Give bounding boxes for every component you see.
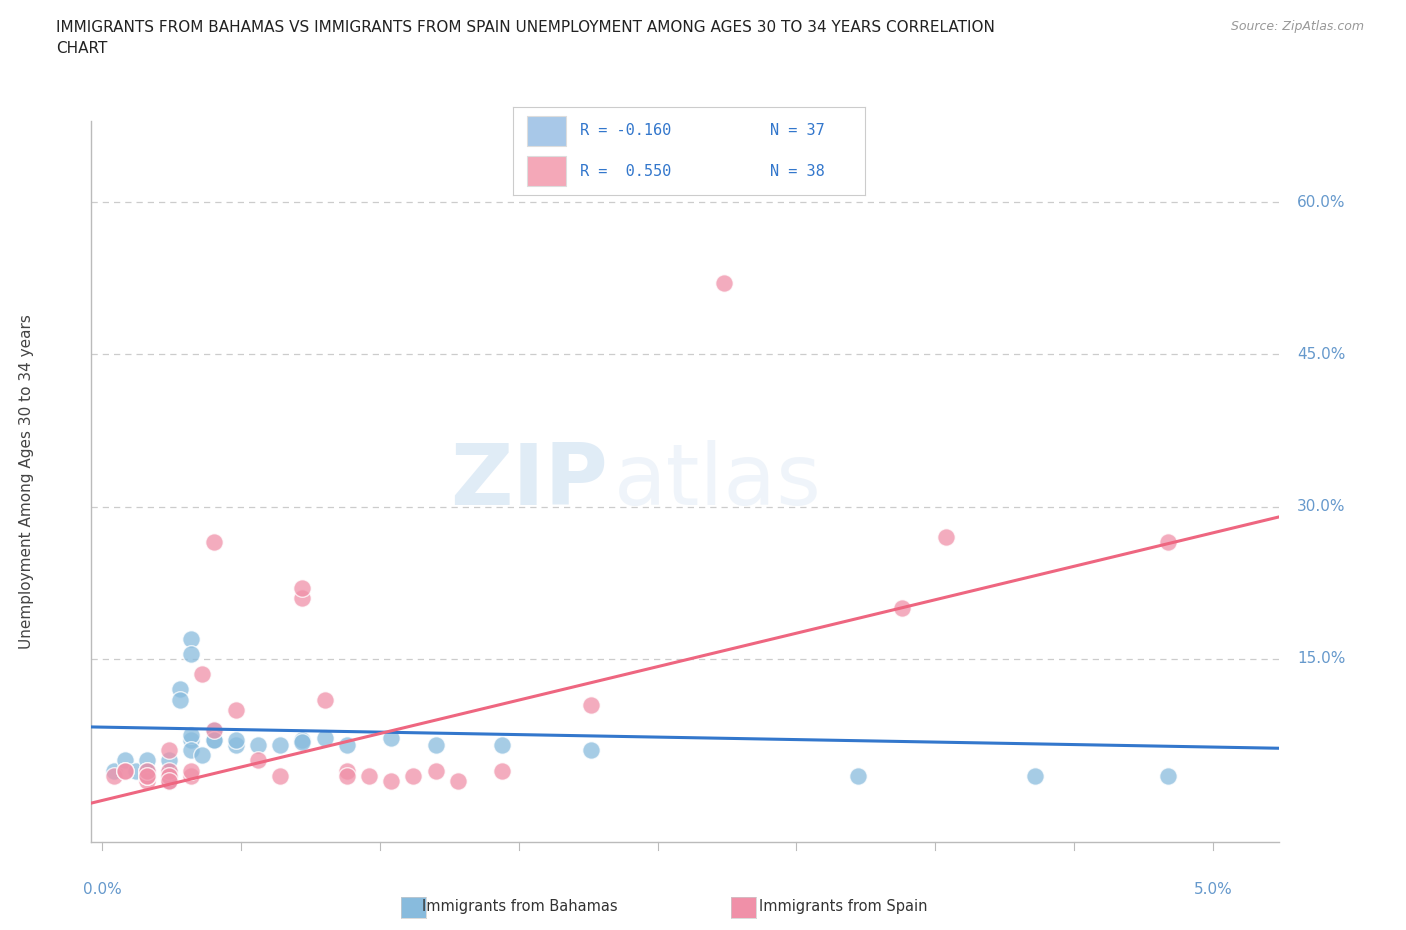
- Text: 30.0%: 30.0%: [1298, 499, 1346, 514]
- Point: [269, 768, 291, 783]
- Point: [135, 764, 157, 778]
- Point: [935, 530, 957, 545]
- Bar: [527, 156, 565, 186]
- Point: [713, 276, 735, 291]
- Text: CHART: CHART: [56, 41, 108, 56]
- Point: [191, 667, 214, 682]
- Point: [114, 764, 136, 778]
- Point: [380, 731, 402, 746]
- Point: [336, 737, 359, 752]
- Point: [336, 768, 359, 783]
- Point: [180, 764, 202, 778]
- Text: N = 37: N = 37: [769, 124, 824, 139]
- Point: [135, 768, 157, 783]
- Point: [202, 733, 225, 748]
- Point: [357, 768, 380, 783]
- Point: [157, 764, 180, 778]
- Point: [246, 753, 269, 768]
- Point: [114, 764, 136, 778]
- Point: [114, 753, 136, 768]
- Point: [191, 748, 214, 763]
- Point: [579, 698, 602, 712]
- Point: [180, 743, 202, 758]
- Point: [157, 768, 180, 783]
- Point: [103, 764, 125, 778]
- Text: 0.0%: 0.0%: [83, 883, 122, 897]
- Point: [291, 735, 314, 750]
- Point: [180, 733, 202, 748]
- Point: [291, 580, 314, 595]
- Point: [135, 764, 157, 778]
- Point: [202, 733, 225, 748]
- Point: [125, 764, 148, 778]
- Point: [202, 723, 225, 737]
- Point: [425, 737, 447, 752]
- Point: [291, 591, 314, 605]
- Point: [1157, 535, 1180, 550]
- Point: [225, 733, 247, 748]
- Point: [380, 774, 402, 789]
- Point: [135, 774, 157, 789]
- Text: 15.0%: 15.0%: [1298, 651, 1346, 667]
- Text: Unemployment Among Ages 30 to 34 years: Unemployment Among Ages 30 to 34 years: [18, 313, 34, 649]
- Point: [447, 774, 470, 789]
- Point: [135, 768, 157, 783]
- Point: [246, 737, 269, 752]
- Text: 60.0%: 60.0%: [1298, 194, 1346, 209]
- Point: [491, 764, 513, 778]
- Point: [291, 733, 314, 748]
- Bar: [527, 116, 565, 146]
- Text: 5.0%: 5.0%: [1194, 883, 1232, 897]
- Point: [269, 737, 291, 752]
- Text: ZIP: ZIP: [450, 440, 609, 523]
- Text: Source: ZipAtlas.com: Source: ZipAtlas.com: [1230, 20, 1364, 33]
- Point: [135, 768, 157, 783]
- Point: [890, 601, 912, 616]
- Point: [157, 774, 180, 789]
- Point: [402, 768, 425, 783]
- Point: [157, 774, 180, 789]
- Point: [157, 768, 180, 783]
- Point: [180, 727, 202, 742]
- Text: IMMIGRANTS FROM BAHAMAS VS IMMIGRANTS FROM SPAIN UNEMPLOYMENT AMONG AGES 30 TO 3: IMMIGRANTS FROM BAHAMAS VS IMMIGRANTS FR…: [56, 20, 995, 35]
- Point: [202, 535, 225, 550]
- Point: [225, 702, 247, 717]
- Point: [202, 723, 225, 737]
- Point: [157, 774, 180, 789]
- Point: [169, 692, 191, 707]
- Point: [1024, 768, 1046, 783]
- Text: 45.0%: 45.0%: [1298, 347, 1346, 362]
- Point: [314, 731, 336, 746]
- Point: [336, 764, 359, 778]
- Point: [169, 682, 191, 697]
- Text: N = 38: N = 38: [769, 164, 824, 179]
- Point: [425, 764, 447, 778]
- Point: [157, 768, 180, 783]
- Point: [846, 768, 869, 783]
- Text: R =  0.550: R = 0.550: [579, 164, 671, 179]
- Point: [1157, 768, 1180, 783]
- Point: [180, 768, 202, 783]
- Point: [491, 737, 513, 752]
- Point: [103, 768, 125, 783]
- Point: [180, 631, 202, 646]
- Text: atlas: atlas: [614, 440, 823, 523]
- Text: R = -0.160: R = -0.160: [579, 124, 671, 139]
- Point: [180, 646, 202, 661]
- Point: [135, 768, 157, 783]
- Text: Immigrants from Bahamas: Immigrants from Bahamas: [422, 899, 619, 914]
- Point: [314, 692, 336, 707]
- Point: [135, 753, 157, 768]
- Point: [225, 737, 247, 752]
- Point: [157, 753, 180, 768]
- Text: Immigrants from Spain: Immigrants from Spain: [759, 899, 928, 914]
- Point: [157, 743, 180, 758]
- Point: [157, 764, 180, 778]
- Point: [135, 764, 157, 778]
- Point: [579, 743, 602, 758]
